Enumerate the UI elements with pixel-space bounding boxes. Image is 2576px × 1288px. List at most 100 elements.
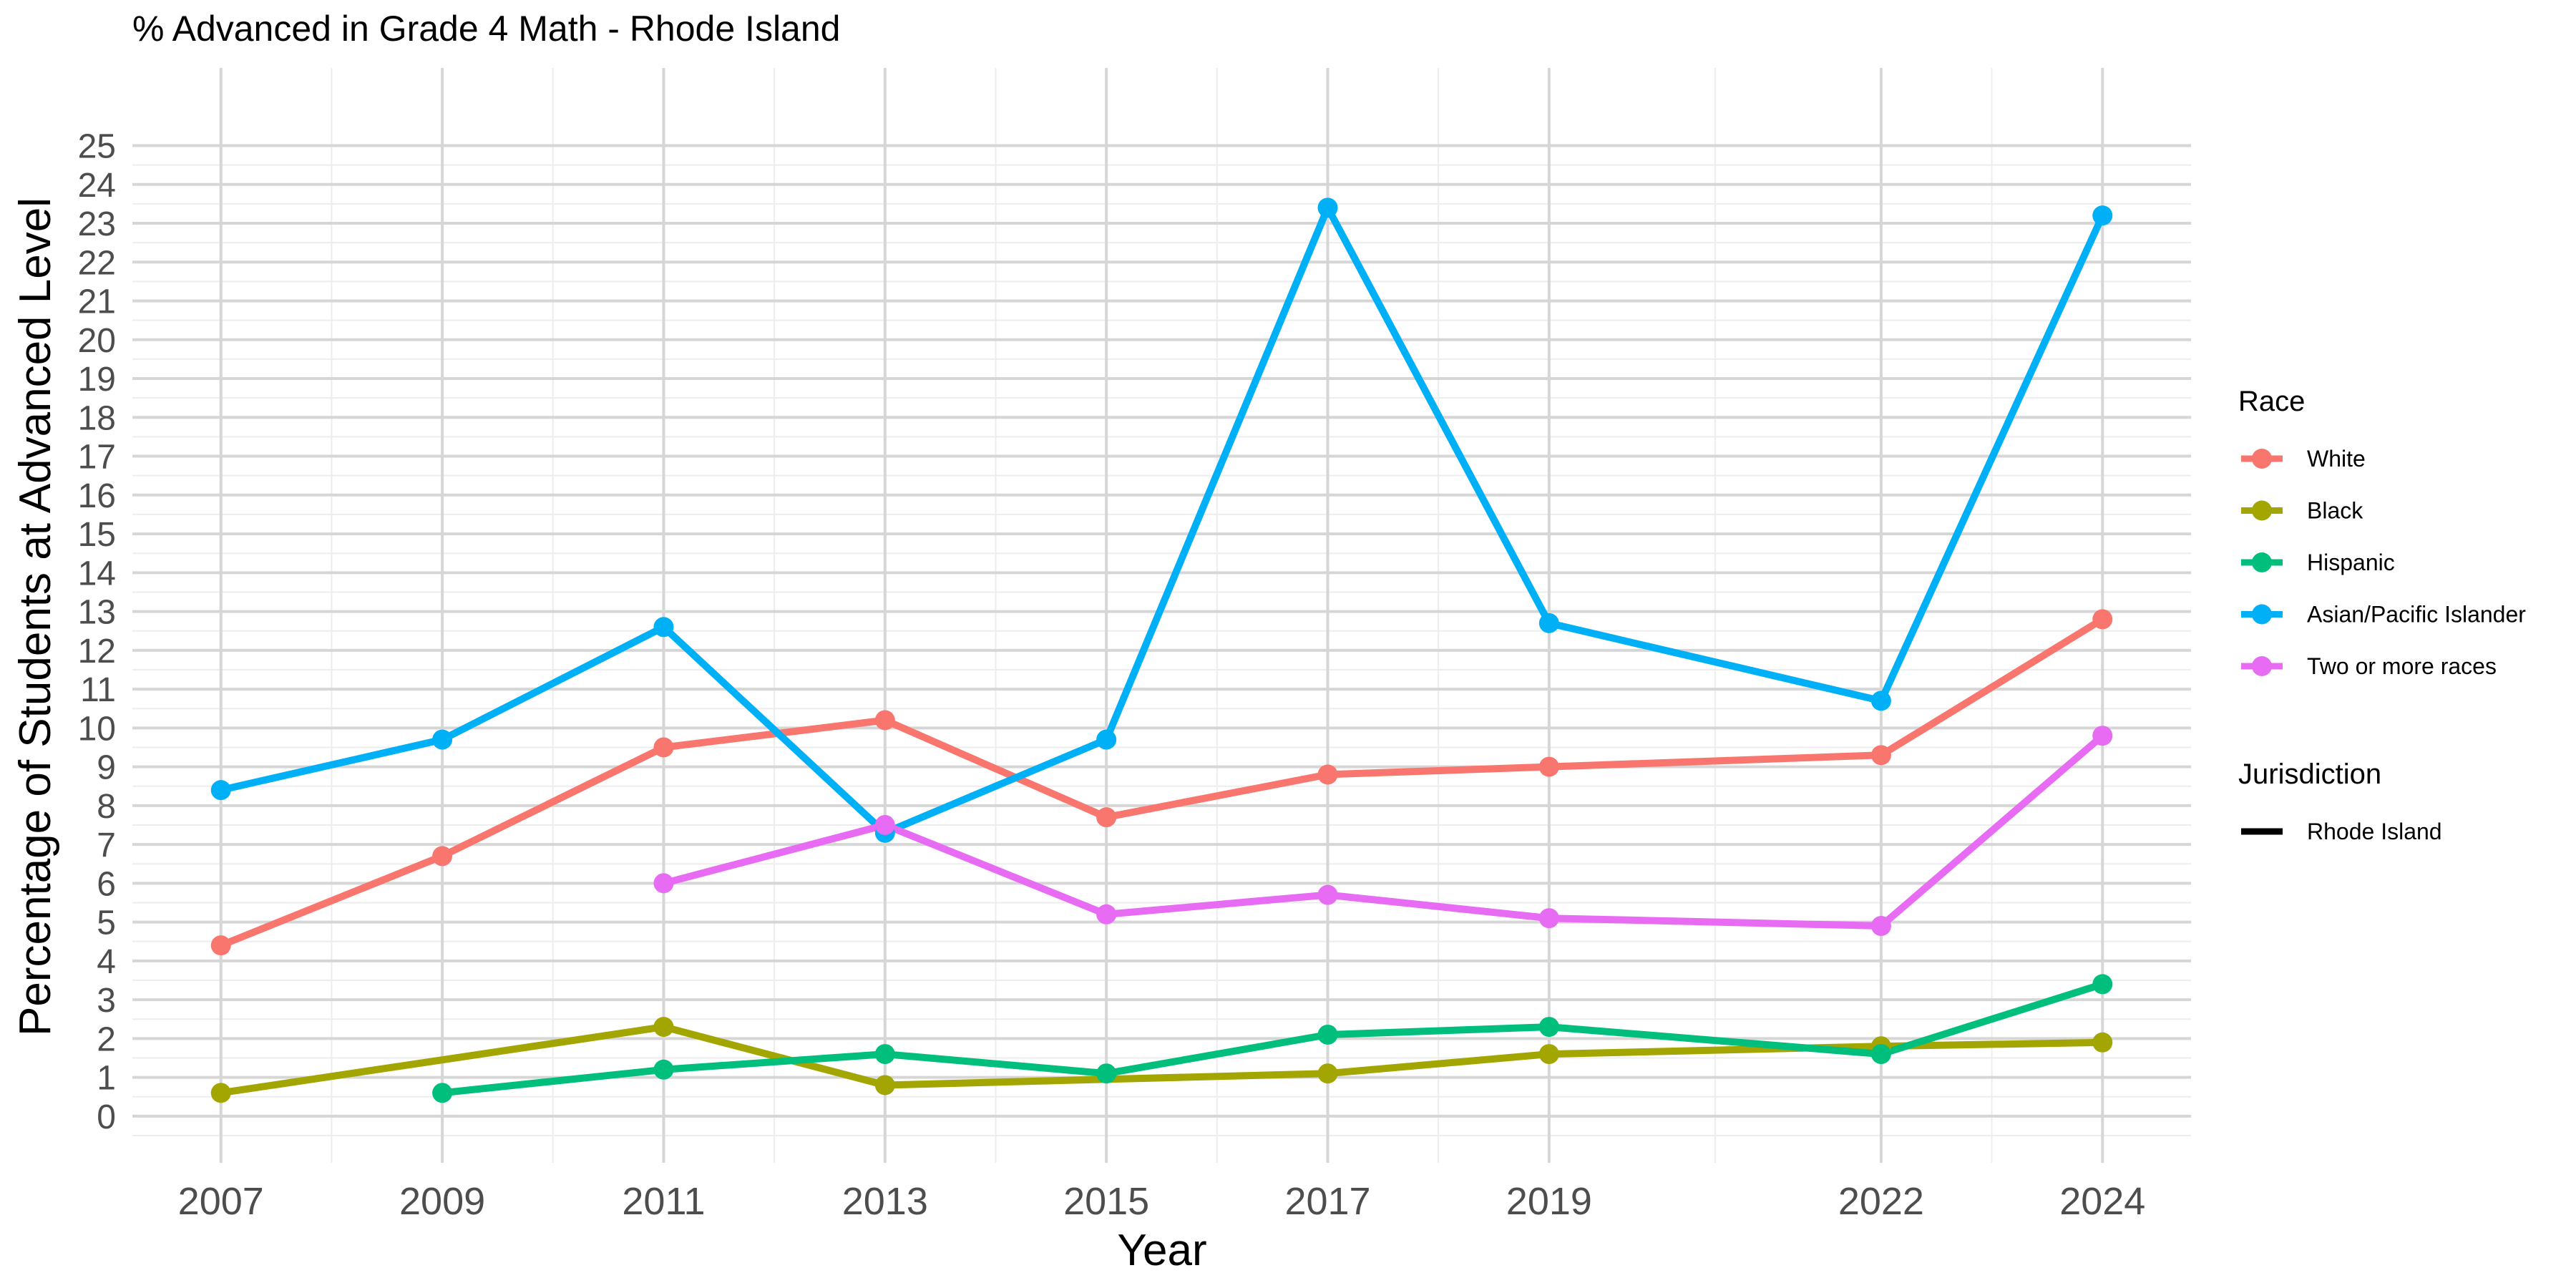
x-tick-label: 2007 [178, 1180, 264, 1223]
data-point-white [1870, 745, 1891, 766]
legend-title-race: Race [2238, 386, 2305, 417]
data-point-black [210, 1083, 231, 1103]
data-point-asian-pacific-islander [653, 617, 674, 638]
data-point-hispanic [874, 1044, 895, 1065]
data-point-black [1317, 1063, 1338, 1084]
minor-gridlines [132, 68, 2191, 1163]
data-point-asian-pacific-islander [1538, 613, 1559, 633]
legend-label: Hispanic [2307, 550, 2395, 575]
x-tick-label: 2024 [2059, 1180, 2145, 1223]
y-tick-label: 12 [78, 633, 116, 670]
y-tick-label: 20 [78, 322, 116, 360]
y-tick-label: 7 [97, 826, 116, 864]
x-tick-label: 2015 [1063, 1180, 1149, 1223]
y-tick-label: 2 [97, 1020, 116, 1058]
y-tick-label: 11 [80, 671, 116, 709]
data-point-two-or-more-races [1870, 916, 1891, 937]
data-point-white [2092, 609, 2113, 630]
data-point-hispanic [1096, 1063, 1117, 1084]
y-tick-label: 15 [78, 516, 116, 554]
y-axis-title: Percentage of Students at Advanced Level [11, 197, 60, 1036]
legend-label: Two or more races [2307, 653, 2497, 679]
major-gridlines [132, 68, 2191, 1163]
data-point-asian-pacific-islander [210, 780, 231, 801]
data-point-two-or-more-races [1096, 904, 1117, 924]
y-tick-label: 21 [78, 283, 116, 321]
legend-swatch-point [2252, 500, 2272, 521]
y-tick-label: 25 [78, 128, 116, 166]
y-axis-tick-labels: 0123456789101112131415161718192021222324… [78, 128, 116, 1136]
y-tick-label: 13 [78, 594, 116, 632]
data-point-hispanic [653, 1059, 674, 1080]
series-line-hispanic [441, 980, 2104, 1097]
data-point-hispanic [1538, 1017, 1559, 1038]
y-tick-label: 4 [97, 943, 116, 981]
x-tick-label: 2009 [399, 1180, 485, 1223]
data-point-asian-pacific-islander [2092, 205, 2113, 226]
legend-label: White [2307, 446, 2366, 472]
data-point-black [1538, 1044, 1559, 1065]
legend-title-jurisdiction: Jurisdiction [2238, 758, 2381, 790]
x-tick-label: 2011 [622, 1180, 705, 1223]
legend-item-two-or-more-races: Two or more races [2241, 653, 2497, 679]
data-point-asian-pacific-islander [432, 729, 453, 750]
legend-label: Asian/Pacific Islander [2307, 602, 2526, 628]
y-tick-label: 9 [97, 749, 116, 787]
data-point-black [2092, 1032, 2113, 1053]
data-point-black [874, 1075, 895, 1096]
data-point-two-or-more-races [1538, 908, 1559, 929]
data-point-asian-pacific-islander [1870, 691, 1891, 711]
data-point-hispanic [2092, 974, 2113, 995]
data-point-two-or-more-races [1317, 884, 1338, 905]
x-tick-label: 2013 [842, 1180, 928, 1223]
y-tick-label: 22 [78, 244, 116, 282]
legend-swatch-point [2252, 449, 2272, 469]
data-point-white [1096, 807, 1117, 828]
x-tick-label: 2017 [1284, 1180, 1370, 1223]
legend-race-items: White Black Hispanic Asian/Pacific Islander… [2241, 446, 2526, 679]
legend-item-asian-pacific-islander: Asian/Pacific Islander [2241, 602, 2526, 628]
data-point-white [1317, 764, 1338, 785]
data-point-hispanic [1870, 1044, 1891, 1065]
y-tick-label: 16 [78, 477, 116, 515]
data-point-asian-pacific-islander [1317, 197, 1338, 218]
data-point-two-or-more-races [874, 814, 895, 835]
y-tick-label: 0 [97, 1098, 116, 1136]
data-point-two-or-more-races [2092, 726, 2113, 746]
legend: Race White Black Hispanic Asian/Pacific Isl… [2238, 386, 2526, 844]
data-point-white [874, 710, 895, 731]
data-point-white [653, 737, 674, 758]
y-tick-label: 3 [97, 982, 116, 1020]
legend-swatch-point [2252, 604, 2272, 625]
y-tick-label: 10 [78, 710, 116, 748]
y-tick-label: 19 [78, 361, 116, 399]
y-tick-label: 1 [97, 1060, 116, 1098]
y-tick-label: 18 [78, 399, 116, 437]
data-point-hispanic [432, 1083, 453, 1103]
legend-item-black: Black [2241, 498, 2363, 524]
x-tick-label: 2022 [1838, 1180, 1924, 1223]
y-tick-label: 14 [78, 555, 116, 592]
series-points [210, 197, 2113, 1103]
legend-jurisdiction-items: Rhode Island [2241, 819, 2442, 844]
legend-swatch-point [2252, 656, 2272, 676]
legend-label: Black [2307, 498, 2363, 524]
legend-label: Rhode Island [2307, 819, 2442, 844]
legend-item-jurisdiction: Rhode Island [2241, 819, 2442, 844]
legend-swatch-point [2252, 552, 2272, 572]
y-tick-label: 6 [97, 865, 116, 903]
x-tick-label: 2019 [1506, 1180, 1592, 1223]
x-axis-title: Year [1117, 1226, 1206, 1275]
y-tick-label: 8 [97, 788, 116, 826]
y-tick-label: 24 [78, 167, 116, 205]
data-point-white [210, 935, 231, 956]
chart-title: % Advanced in Grade 4 Math - Rhode Islan… [132, 9, 840, 49]
x-axis-tick-labels: 2007 2009 2011 2013 2015 2017 2019 2022 2024 [178, 1180, 2146, 1223]
legend-item-hispanic: Hispanic [2241, 550, 2395, 575]
data-point-asian-pacific-islander [1096, 729, 1117, 750]
data-point-two-or-more-races [653, 873, 674, 894]
legend-item-white: White [2241, 446, 2366, 472]
y-tick-label: 5 [97, 904, 116, 942]
